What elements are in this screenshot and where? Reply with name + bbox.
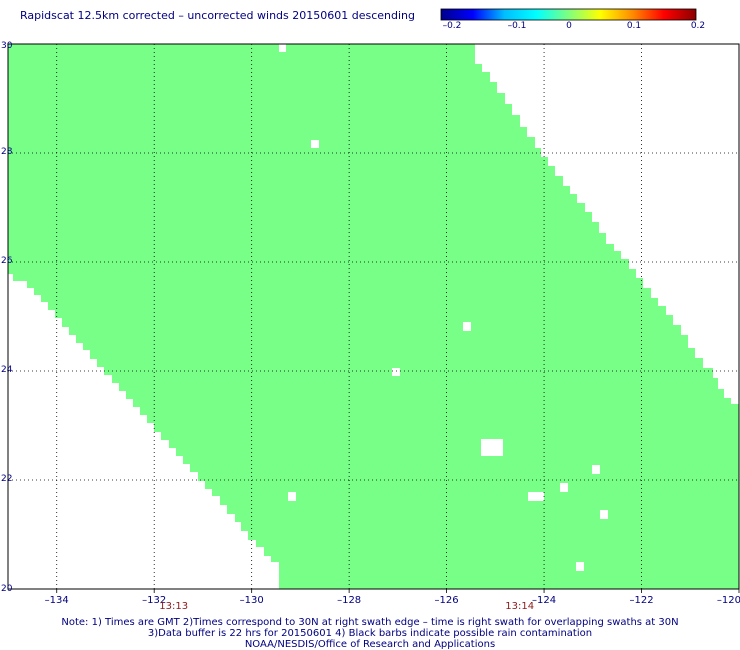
data-gap: [576, 562, 584, 571]
longitude-label: –122: [629, 595, 653, 606]
colorbar-gradient: [441, 9, 696, 20]
data-gap: [528, 492, 544, 501]
plot-frame: [7, 43, 740, 590]
swath-time-label: 13:14: [505, 601, 534, 612]
colorbar-tick-label: 0.1: [626, 21, 642, 31]
note-line-2: 3)Data buffer is 22 hrs for 20150601 4) …: [147, 628, 593, 639]
colorbar-tick-label: –0.1: [507, 21, 527, 31]
latitude-label: 20: [1, 584, 13, 594]
data-gap: [311, 140, 319, 148]
data-gap: [481, 439, 503, 456]
longitude-label: –132: [142, 595, 166, 606]
data-gap: [279, 44, 286, 52]
data-gap: [600, 510, 608, 519]
data-gap: [592, 465, 600, 474]
note-line-1: Note: 1) Times are GMT 2)Times correspon…: [61, 617, 679, 628]
longitude-label: –124: [532, 595, 556, 606]
swath-time-label: 13:13: [159, 601, 188, 612]
note-line-3: NOAA/NESDIS/Office of Research and Appli…: [244, 639, 496, 650]
colorbar: [440, 8, 697, 21]
data-gap: [288, 492, 296, 501]
colorbar-tick-label: –0.2: [442, 21, 462, 31]
swath-region: [8, 44, 739, 589]
longitude-labels: –134 –132 –130 –128 –126 –124 –122 –120: [45, 595, 740, 606]
data-gap: [463, 322, 471, 331]
latitude-label: 24: [1, 365, 13, 375]
map-plot: 30 28 26 24 22 20 –134 –132 –130 –128 –126 –124 –12…: [1, 41, 740, 612]
latitude-label: 28: [1, 147, 13, 157]
map-title: Rapidscat 12.5km corrected – uncorrected…: [20, 9, 416, 22]
longitude-label: –128: [337, 595, 361, 606]
latitude-label: 22: [1, 474, 12, 484]
data-gaps: [279, 44, 608, 571]
data-gap: [392, 368, 400, 376]
longitude-label: –120: [717, 595, 740, 606]
longitude-label: –126: [435, 595, 459, 606]
longitude-label: –130: [240, 595, 264, 606]
latitude-labels: 30 28 26 24 22 20: [1, 41, 13, 594]
latitude-label: 26: [1, 256, 13, 266]
data-gap: [560, 483, 568, 492]
colorbar-tick-label: 0: [566, 21, 572, 31]
time-labels: 13:13 13:14: [159, 601, 534, 612]
colorbar-tick-label: 0.2: [690, 21, 706, 31]
longitude-label: –134: [45, 595, 69, 606]
latitude-label: 30: [1, 41, 13, 51]
